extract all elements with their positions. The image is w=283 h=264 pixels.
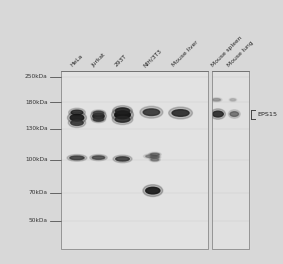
Ellipse shape xyxy=(151,156,159,158)
Bar xyxy=(212,71,249,249)
Ellipse shape xyxy=(169,107,192,119)
Ellipse shape xyxy=(68,118,86,128)
Bar xyxy=(212,71,249,249)
Ellipse shape xyxy=(150,153,159,156)
Text: EPS15: EPS15 xyxy=(258,112,278,117)
Text: 250kDa: 250kDa xyxy=(25,74,48,79)
Ellipse shape xyxy=(70,114,84,121)
Text: Mouse spleen: Mouse spleen xyxy=(210,35,243,68)
Ellipse shape xyxy=(143,154,159,159)
Ellipse shape xyxy=(67,154,87,161)
Text: 50kDa: 50kDa xyxy=(29,219,48,223)
Bar xyxy=(61,71,208,249)
Ellipse shape xyxy=(91,111,106,121)
Ellipse shape xyxy=(230,99,236,101)
Ellipse shape xyxy=(91,110,106,116)
Ellipse shape xyxy=(71,110,83,115)
Ellipse shape xyxy=(93,117,104,121)
Ellipse shape xyxy=(112,114,133,125)
Ellipse shape xyxy=(93,111,104,115)
Text: Mouse lung: Mouse lung xyxy=(226,40,254,68)
Text: NIH/3T3: NIH/3T3 xyxy=(142,48,163,68)
Ellipse shape xyxy=(149,155,161,159)
Ellipse shape xyxy=(229,98,237,102)
Ellipse shape xyxy=(93,113,104,119)
Text: Mouse liver: Mouse liver xyxy=(171,40,200,68)
Ellipse shape xyxy=(228,110,240,118)
Ellipse shape xyxy=(115,111,130,119)
Ellipse shape xyxy=(116,157,129,161)
Ellipse shape xyxy=(172,110,189,116)
Ellipse shape xyxy=(149,152,161,157)
Ellipse shape xyxy=(71,120,83,125)
Ellipse shape xyxy=(213,111,223,117)
Ellipse shape xyxy=(146,155,157,158)
Text: 70kDa: 70kDa xyxy=(29,190,48,195)
Ellipse shape xyxy=(146,187,160,194)
Ellipse shape xyxy=(213,99,220,101)
Ellipse shape xyxy=(70,156,84,160)
Ellipse shape xyxy=(90,154,107,161)
Ellipse shape xyxy=(113,106,132,116)
Ellipse shape xyxy=(143,185,163,196)
Text: 293T: 293T xyxy=(114,54,128,68)
Ellipse shape xyxy=(113,155,132,163)
Text: HeLa: HeLa xyxy=(70,54,84,68)
Text: Jurkat: Jurkat xyxy=(91,52,106,68)
Ellipse shape xyxy=(91,116,106,123)
Ellipse shape xyxy=(67,112,87,124)
Ellipse shape xyxy=(151,158,159,161)
Ellipse shape xyxy=(115,108,130,114)
Ellipse shape xyxy=(115,116,130,122)
Bar xyxy=(61,71,208,249)
Ellipse shape xyxy=(143,109,160,116)
Ellipse shape xyxy=(69,108,85,117)
Text: 100kDa: 100kDa xyxy=(25,157,48,162)
Ellipse shape xyxy=(149,158,160,162)
Ellipse shape xyxy=(211,98,222,102)
Ellipse shape xyxy=(230,112,239,116)
Text: 180kDa: 180kDa xyxy=(25,100,48,105)
Ellipse shape xyxy=(112,108,134,122)
Ellipse shape xyxy=(210,109,226,119)
Ellipse shape xyxy=(140,106,163,118)
Ellipse shape xyxy=(92,156,105,159)
Text: 130kDa: 130kDa xyxy=(25,126,48,131)
